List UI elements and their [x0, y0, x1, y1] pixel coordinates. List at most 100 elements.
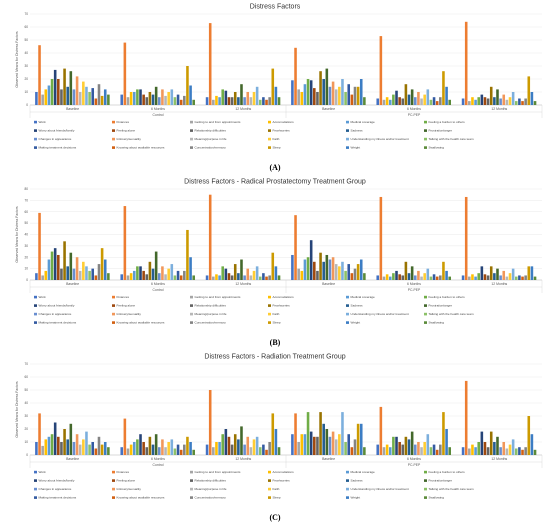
bar: [300, 270, 304, 280]
bar: [379, 196, 383, 280]
legend-swatch: [268, 295, 271, 299]
bar: [344, 270, 347, 280]
bar: [316, 436, 319, 455]
bar: [88, 270, 91, 280]
bar: [167, 268, 170, 281]
legend-swatch: [346, 295, 349, 299]
bar: [309, 431, 313, 455]
y-tick-label: 60: [24, 375, 28, 379]
legend-entry: Relationship difficulties: [195, 479, 227, 483]
bar: [179, 449, 183, 455]
bar: [319, 252, 322, 280]
bar: [474, 276, 477, 280]
bar: [461, 98, 465, 105]
legend-entry: Knowing about available resources: [117, 321, 165, 325]
legend-entry: Making treatment decisions: [39, 496, 77, 500]
x-tick-label: Baseline: [322, 107, 335, 111]
bar: [306, 412, 310, 455]
bar: [94, 448, 98, 455]
bar: [227, 97, 231, 105]
y-tick-label: 80: [24, 187, 28, 191]
legend-swatch: [34, 295, 37, 299]
bar: [505, 99, 509, 105]
bar: [50, 79, 54, 105]
legend-swatch: [190, 146, 193, 149]
bar: [212, 447, 215, 455]
bar: [107, 94, 110, 105]
bar: [474, 447, 477, 455]
bar: [139, 89, 142, 105]
x-tick-label: Baseline: [66, 282, 79, 286]
bar: [218, 97, 221, 105]
y-tick-label: 50: [24, 388, 28, 392]
bar: [435, 101, 439, 105]
legend-entry: Intimacy/sexuality: [117, 487, 142, 491]
legend-swatch: [346, 137, 349, 141]
legend-swatch: [346, 470, 349, 474]
bar: [258, 276, 262, 280]
legend-entry: Intimacy/sexuality: [117, 137, 142, 141]
x-tick-label: 6 Months: [407, 457, 421, 461]
bar: [385, 97, 389, 105]
legend-entry: Knowing about available resources: [117, 496, 165, 500]
legend-swatch: [346, 479, 349, 482]
bar: [533, 449, 537, 455]
bar: [47, 85, 51, 105]
bar: [221, 434, 224, 455]
bar: [107, 273, 110, 281]
bar: [63, 241, 66, 280]
legend-entry: Work: [39, 295, 47, 299]
bar: [274, 86, 278, 105]
bar: [480, 266, 484, 280]
bar: [420, 276, 423, 280]
bar: [78, 92, 82, 105]
bar: [233, 92, 237, 105]
legend-entry: Concentration/memory: [195, 146, 227, 150]
x-tick-label: 6 Months: [407, 282, 421, 286]
bar: [410, 266, 414, 280]
legend-swatch: [112, 321, 115, 324]
legend-swatch: [346, 129, 349, 132]
bar: [176, 94, 180, 105]
bar: [414, 275, 417, 280]
bar: [145, 274, 149, 280]
legend-entry: Fear/worries: [273, 129, 291, 133]
legend-entry: Finances: [117, 295, 130, 299]
legend-entry: Sadness: [351, 479, 363, 483]
legend-swatch: [268, 479, 271, 482]
bar: [297, 442, 300, 455]
legend-swatch: [424, 321, 427, 324]
bar: [376, 275, 380, 280]
x-tick-label: Baseline: [66, 457, 79, 461]
bar: [161, 439, 164, 455]
legend-entry: Relationship difficulties: [195, 129, 227, 133]
legend-entry: Sadness: [351, 129, 363, 133]
bar: [176, 270, 180, 280]
bar: [496, 436, 499, 455]
bar: [161, 266, 164, 280]
bar: [249, 447, 253, 455]
chart-panel-3: Distress Factors - Radiation Treatment G…: [15, 354, 543, 522]
bar: [439, 97, 442, 105]
bar: [388, 276, 392, 280]
x-tick-label: 12 Months: [491, 457, 507, 461]
legend-swatch: [268, 120, 271, 124]
bar: [75, 434, 79, 455]
bar: [212, 99, 215, 105]
legend-swatch: [112, 304, 115, 307]
bar: [376, 444, 380, 455]
chart-title: Distress Factors: [250, 4, 301, 11]
bar: [382, 99, 386, 105]
bar: [499, 447, 502, 455]
bar: [410, 431, 414, 455]
chart-title: Distress Factors - Radiation Treatment G…: [204, 354, 345, 361]
bar: [139, 266, 142, 280]
legend-swatch: [346, 487, 349, 491]
bar: [35, 92, 38, 105]
legend-swatch: [424, 120, 427, 124]
bar: [82, 261, 85, 280]
legend-swatch: [346, 321, 349, 324]
bar: [123, 418, 127, 455]
y-tick-label: 30: [24, 244, 28, 248]
